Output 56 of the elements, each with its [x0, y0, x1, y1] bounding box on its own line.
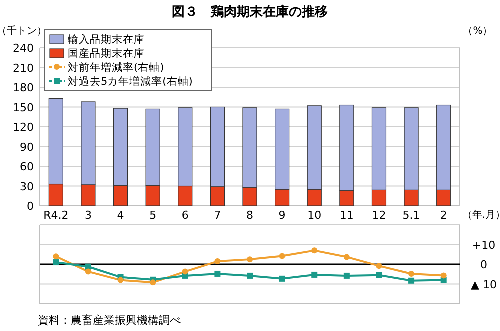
point: [53, 260, 60, 266]
x-tick-label: R4.2: [44, 209, 69, 222]
point: [312, 272, 318, 278]
point: [376, 272, 382, 278]
legend-label: 国産品期末在庫: [68, 47, 145, 60]
y-tick-label: 0: [27, 200, 34, 213]
point: [247, 272, 253, 279]
point: [344, 254, 350, 260]
point: [312, 248, 318, 254]
point: [85, 264, 92, 270]
y-tick-label: 240: [13, 42, 34, 55]
y-axis-title: （千トン）: [0, 25, 47, 37]
point: [279, 253, 286, 260]
y-tick-label: 120: [13, 121, 34, 134]
x-tick-label: 5.1: [402, 209, 420, 222]
x-tick-label: 10: [308, 209, 322, 222]
x-tick-label: 12: [372, 209, 386, 222]
x-tick-label: 4: [117, 209, 124, 222]
x-tick-label: 6: [182, 209, 189, 222]
y-tick-label: 180: [13, 82, 34, 94]
x-tick-label: 5: [150, 209, 157, 222]
y-tick-label: 30: [20, 180, 34, 194]
point: [214, 270, 221, 277]
x-tick-label: 8: [246, 209, 254, 222]
legend-label: 対前年増減率(右軸): [68, 61, 164, 74]
text: （%）: [463, 26, 493, 37]
x-tick-label: 7: [214, 209, 222, 222]
point: [118, 277, 124, 284]
point: [85, 268, 92, 275]
legend-label: 対過去5カ年増減率(右軸): [68, 75, 193, 88]
y-tick-label: 60: [20, 160, 34, 174]
point: [344, 272, 350, 279]
point: [408, 270, 415, 277]
x-tick-label: 11: [340, 209, 354, 222]
x-axis-title: （年.月）: [462, 209, 500, 221]
point: [182, 268, 188, 275]
point: [376, 263, 382, 270]
point: [247, 256, 253, 263]
y-tick-label: +10: [472, 238, 496, 252]
point: [214, 258, 221, 265]
point: [440, 272, 447, 279]
x-tick-label: 2: [440, 209, 448, 222]
chart-title: 図３ 鶏肉期末在庫の推移: [172, 4, 328, 20]
point: [53, 254, 60, 260]
text: 資料：農畜産業振興機構調べ: [38, 314, 181, 327]
point: [408, 278, 415, 284]
y-tick-label: ▲ 10: [471, 278, 497, 292]
x-tick-label: 9: [278, 209, 286, 222]
point: [150, 280, 156, 286]
legend-label: 輸入品期末在庫: [68, 33, 145, 46]
y-tick-label: 0: [480, 258, 488, 272]
y-tick-label: 210: [13, 62, 34, 75]
y-tick-label: 90: [20, 140, 34, 154]
point: [279, 276, 286, 282]
y-tick-label: 150: [13, 101, 34, 114]
x-tick-label: 3: [84, 209, 92, 222]
